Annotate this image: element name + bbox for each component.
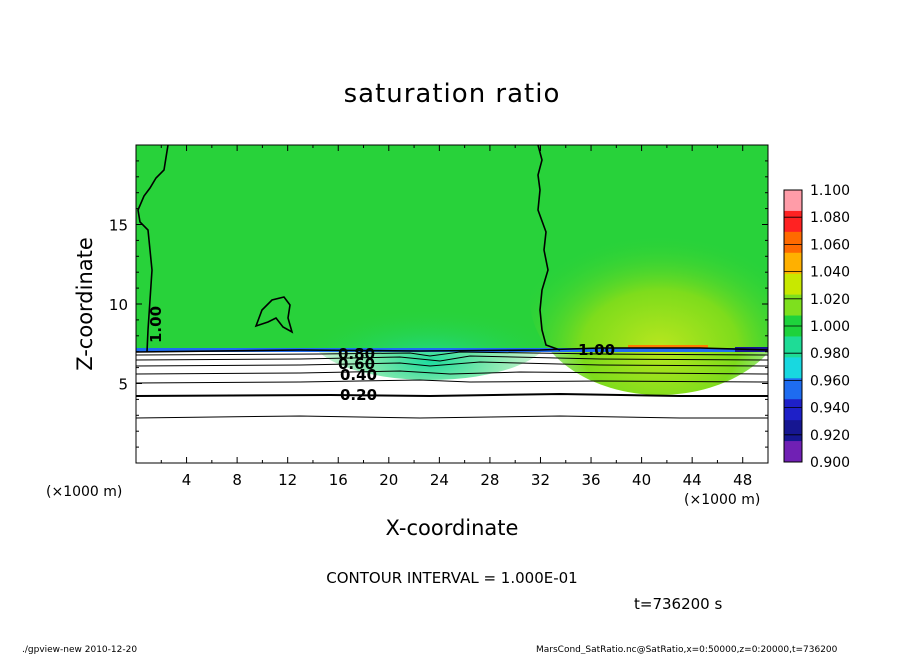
- colorbar-segment: [784, 441, 802, 463]
- x-tick-label: 16: [329, 471, 348, 489]
- footer-right: MarsCond_SatRatio.nc@SatRatio,x=0:50000,…: [536, 645, 838, 654]
- contour-label: 0.20: [340, 386, 377, 404]
- colorbar-segment: [784, 378, 802, 400]
- colorbar-segment: [784, 399, 802, 421]
- colorbar-segment: [784, 273, 802, 296]
- colorbar-segment: [784, 357, 802, 379]
- x-tick-label: 12: [278, 471, 297, 489]
- contour-line-1.00-island: [254, 296, 294, 334]
- colorbar-segment: [784, 294, 802, 317]
- contour-line: [136, 355, 768, 362]
- colorbar-segment: [784, 336, 802, 358]
- contour-line-0.80: [136, 351, 768, 357]
- x-tick-label: 36: [581, 471, 600, 489]
- colorbar-segment: [784, 420, 802, 442]
- colorbar-label: 1.000: [810, 319, 850, 335]
- x-tick-label: 40: [632, 471, 651, 489]
- y-axis: 5 10 15: [109, 160, 768, 448]
- x-tick-label: 20: [379, 471, 398, 489]
- colorbar-label: 1.100: [810, 183, 850, 199]
- supersaturation-band: [628, 345, 708, 348]
- contour-line-0.20: [136, 392, 768, 398]
- contour-interval-note: CONTOUR INTERVAL = 1.000E-01: [326, 569, 577, 587]
- time-label: t=736200 s: [634, 595, 722, 613]
- contour-label: 0.60: [338, 355, 375, 373]
- contour-line-1.00-mid: [537, 145, 561, 351]
- x-axis-unit: (×1000 m): [684, 492, 760, 508]
- contour-line-0.40: [136, 379, 768, 384]
- footer-left: ./gpview-new 2010-12-20: [22, 645, 137, 654]
- colorbar-label: 1.060: [810, 237, 850, 253]
- colorbar-label: 1.080: [810, 210, 850, 226]
- x-tick-label: 32: [531, 471, 550, 489]
- colorbar-label: 0.980: [810, 346, 850, 362]
- x-axis: 4 8 12 16 20 24 28 32 36 40 44 48: [160, 145, 752, 489]
- colorbar-segment: [784, 210, 802, 233]
- colorbar-segment: [784, 231, 802, 254]
- x-tick-label: 8: [232, 471, 242, 489]
- colorbar-label: 0.940: [810, 401, 850, 417]
- plot-area: [136, 145, 768, 463]
- contour-label: 0.40: [340, 366, 377, 384]
- colorbar-label: 1.020: [810, 292, 850, 308]
- y-axis-unit: (×1000 m): [46, 484, 122, 500]
- contour-label: 1.00: [578, 341, 615, 359]
- colorbar-label: 0.920: [810, 428, 850, 444]
- contour-line-0.60: [136, 361, 768, 367]
- colorbar: 1.100 1.080 1.060 1.040 1.020 1.000 0.980 0.960…: [783, 183, 850, 471]
- dry-contours: [136, 351, 768, 419]
- y-tick-label: 15: [109, 217, 128, 235]
- x-tick-label: 4: [182, 471, 192, 489]
- colorbar-segment: [784, 252, 802, 275]
- chart-title: saturation ratio: [344, 79, 561, 109]
- contour-line-interface: [136, 347, 768, 353]
- y-tick-label: 5: [118, 376, 128, 394]
- y-tick-label: 10: [109, 296, 128, 314]
- colorbar-segment: [784, 190, 802, 212]
- x-tick-label: 48: [733, 471, 752, 489]
- x-tick-label: 44: [683, 471, 702, 489]
- x-axis-title: X-coordinate: [386, 516, 519, 540]
- colorbar-label: 0.900: [810, 455, 850, 471]
- y-axis-title: Z-coordinate: [73, 237, 97, 371]
- contour-labels: 1.00 1.00 0.80 0.60 0.40 0.20: [147, 306, 615, 404]
- contour-label: 1.00: [147, 306, 165, 343]
- x-tick-label: 28: [480, 471, 499, 489]
- supersaturated-region: [530, 205, 768, 395]
- colorbar-label: 1.040: [810, 265, 850, 281]
- contour-line-1.00-left: [137, 145, 169, 353]
- colorbar-label: 0.960: [810, 373, 850, 389]
- contour-line: [136, 415, 768, 419]
- contour-label: 0.80: [338, 345, 375, 363]
- contour-line: [136, 370, 768, 375]
- x-tick-label: 24: [430, 471, 449, 489]
